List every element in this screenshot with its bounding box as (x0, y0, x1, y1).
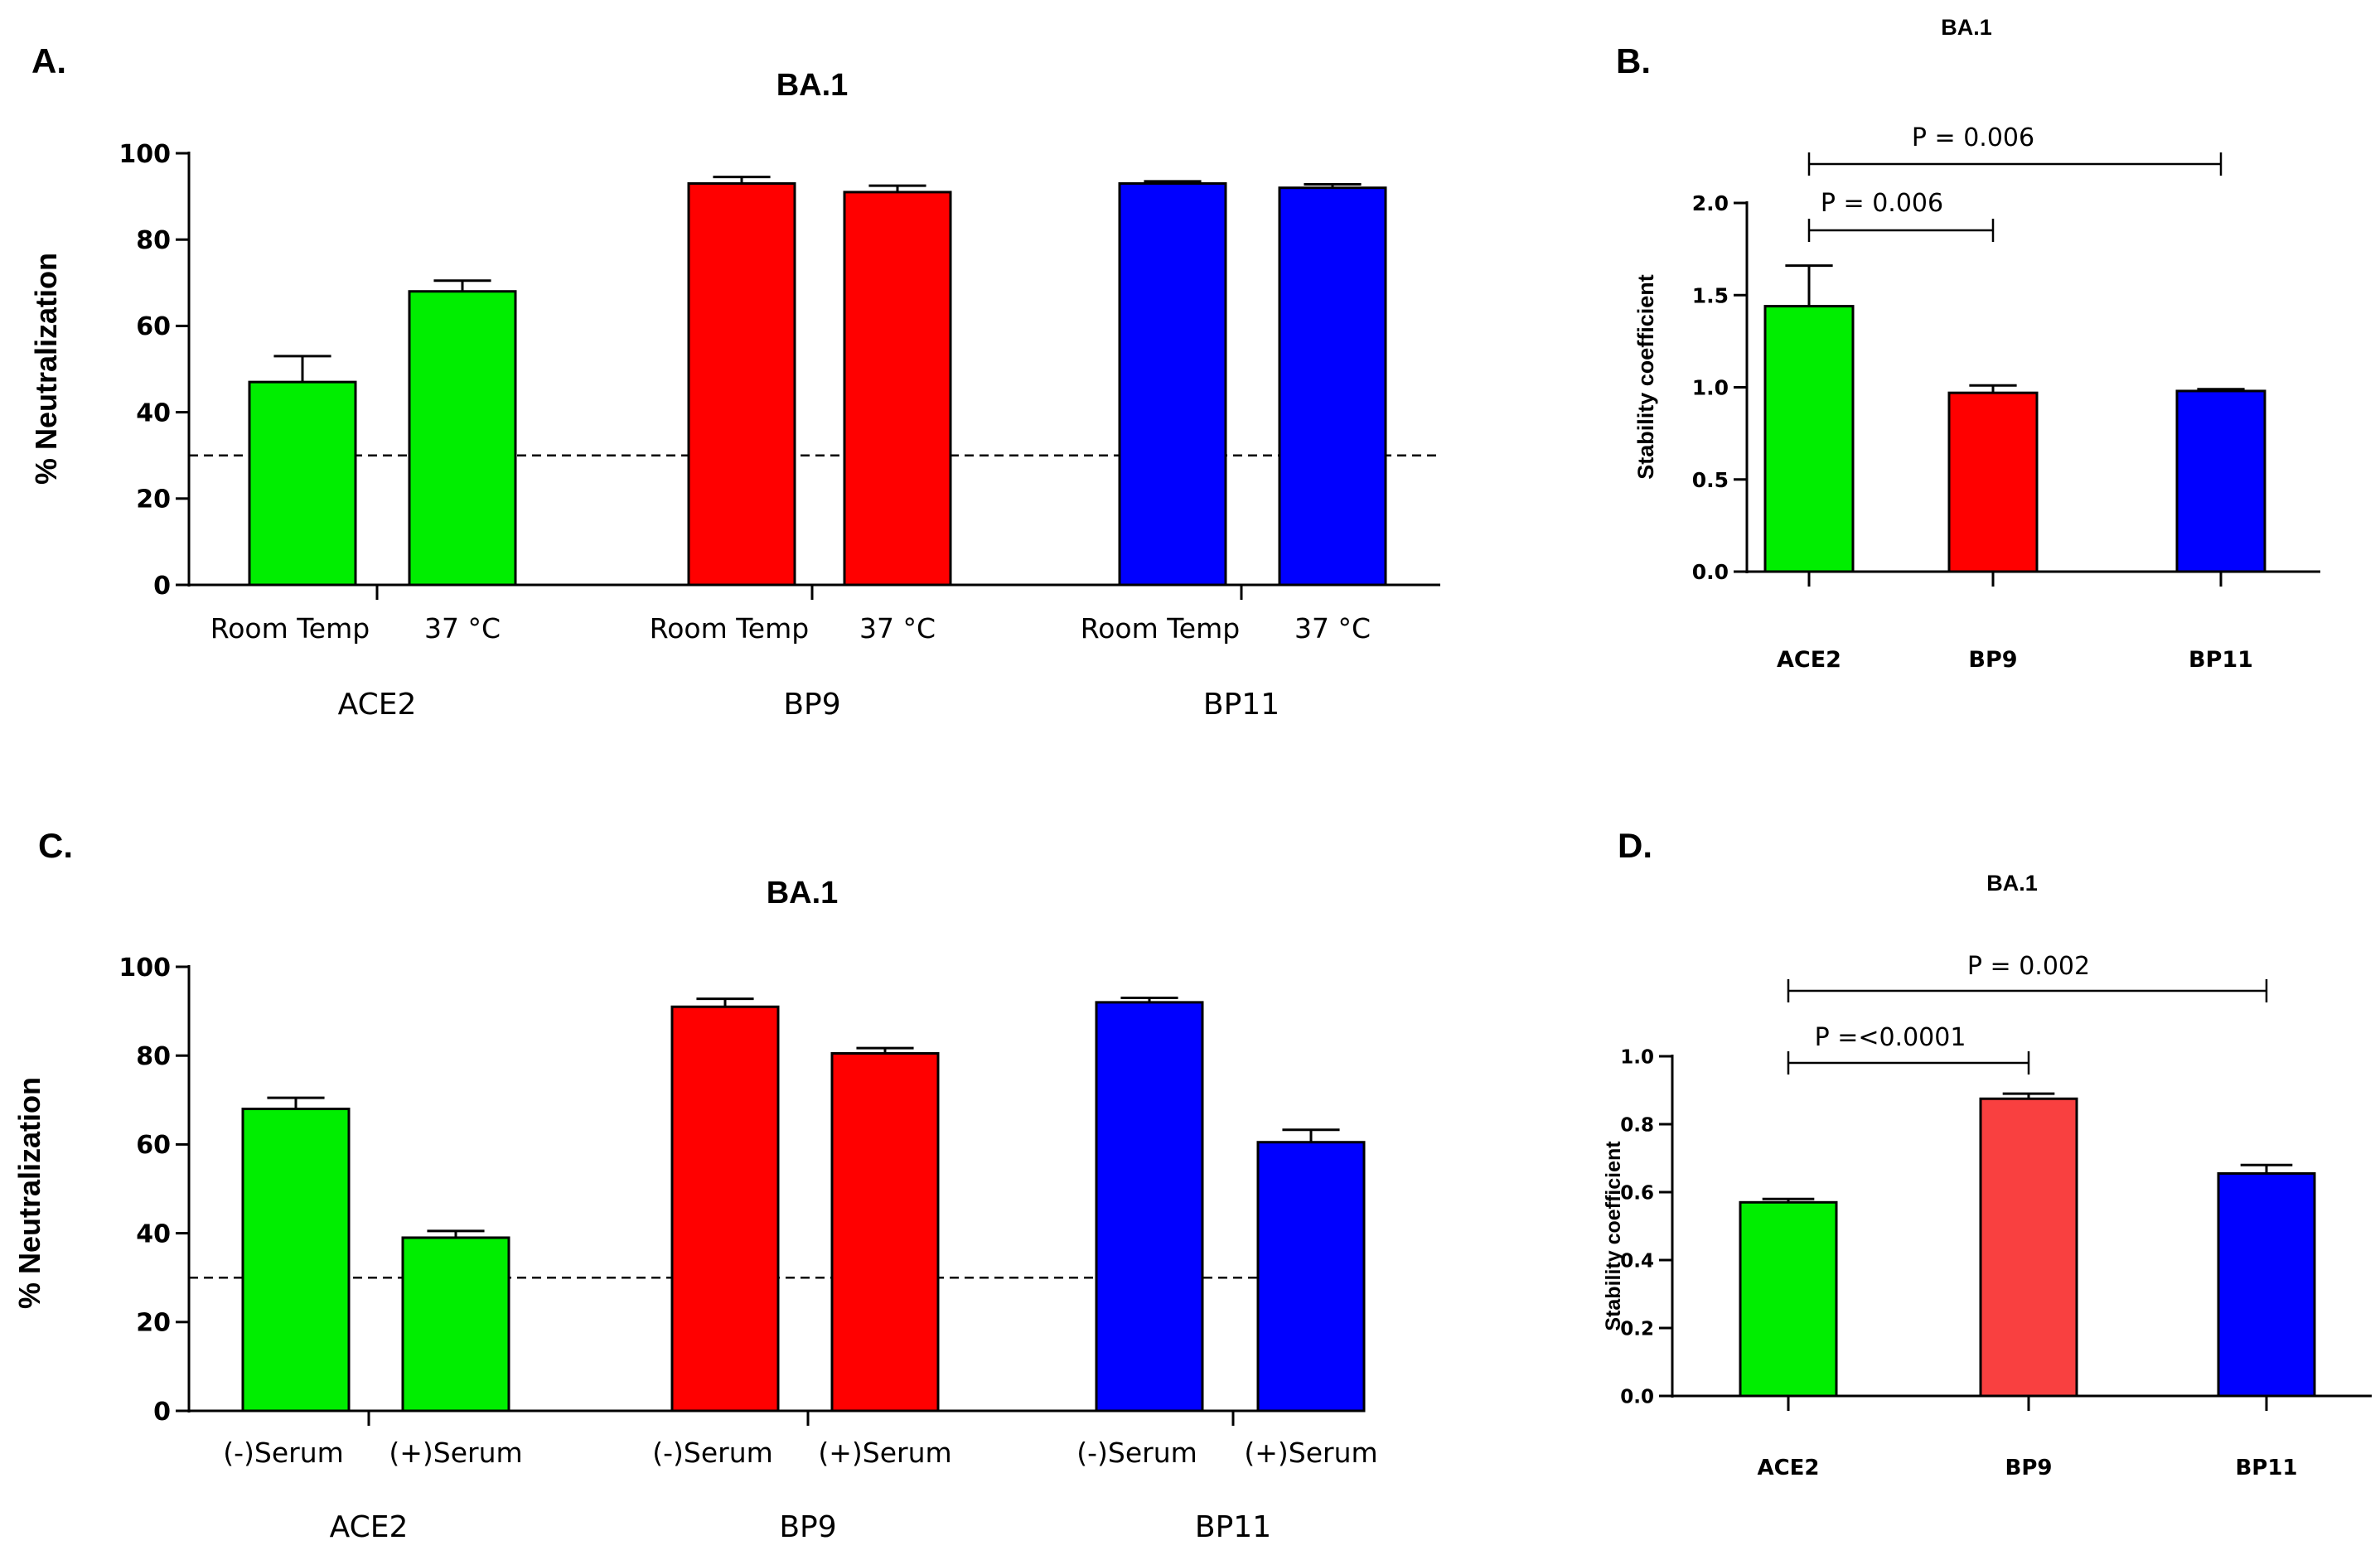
y-tick-label: 40 (136, 1219, 171, 1248)
x-category-label: 37 °C (1294, 612, 1371, 645)
y-tick-label: 0.6 (1620, 1182, 1654, 1204)
bar (1979, 1097, 2078, 1398)
y-tick-label: 20 (136, 485, 171, 514)
p-value-label: P = 0.006 (1912, 123, 2034, 152)
chart-title: BA.1 (776, 68, 849, 103)
y-tick-label: 80 (136, 226, 171, 255)
bar (1095, 1001, 1204, 1413)
x-category-label: (-)Serum (652, 1437, 773, 1469)
p-value-label: P =<0.0001 (1815, 1023, 1966, 1052)
y-tick-label: 100 (119, 140, 171, 169)
y-tick-label: 60 (136, 1131, 171, 1160)
bar (1118, 181, 1227, 587)
y-tick-label: 60 (136, 312, 171, 341)
x-category-label: (+)Serum (389, 1437, 522, 1469)
y-tick-label: 2.0 (1692, 191, 1729, 215)
p-value-label: P = 0.006 (1821, 189, 1943, 218)
x-category-label: BP11 (2189, 647, 2253, 673)
y-tick-label: 80 (136, 1042, 171, 1071)
x-category-label: Room Temp (210, 612, 370, 645)
bar (248, 380, 357, 587)
panel-label-d: D. (1618, 826, 1652, 865)
panel-label-c: C. (38, 826, 73, 865)
bar (1278, 186, 1387, 587)
bar (1256, 1141, 1366, 1413)
x-group-label: ACE2 (330, 1510, 409, 1544)
y-tick-label: 0.8 (1620, 1114, 1654, 1136)
y-axis-label: % Neutralization (29, 253, 63, 485)
bar (2175, 389, 2266, 573)
bar (1763, 305, 1855, 573)
chart-title: BA.1 (1986, 871, 2038, 896)
x-category-label: BP9 (2005, 1456, 2053, 1480)
bar (401, 1236, 510, 1413)
x-group-label: BP9 (783, 688, 840, 722)
chart-c: C. BA.1 % Neutralization 0 20 40 60 80 100 (-)Ser… (12, 826, 1378, 1544)
bar (830, 1052, 940, 1413)
bar (843, 191, 952, 587)
bar (2217, 1171, 2316, 1398)
y-tick-label: 0.5 (1692, 468, 1729, 492)
panel-label-a: A. (31, 41, 66, 80)
y-axis-label: Stability coefficient (1633, 274, 1658, 480)
x-category-label: (+)Serum (818, 1437, 951, 1469)
y-axis-label: Stability coefficient (1602, 1141, 1625, 1331)
chart-b: B. BA.1 Stability coefficient 0.0 0.5 1.0 1.5 2… (1616, 15, 2320, 673)
y-tick-label: 1.0 (1620, 1046, 1654, 1068)
chart-a: A. BA.1 % Neutralization 0 20 40 60 80 100 Room T… (29, 41, 1440, 722)
x-category-label: ACE2 (1757, 1456, 1819, 1480)
bar (408, 290, 517, 587)
x-category-label: (-)Serum (1076, 1437, 1197, 1469)
chart-title: BA.1 (767, 876, 839, 910)
y-tick-label: 100 (119, 954, 171, 983)
x-group-label: BP11 (1195, 1510, 1271, 1544)
x-category-label: (-)Serum (223, 1437, 344, 1469)
panel-label-b: B. (1616, 41, 1651, 80)
x-category-label: 37 °C (424, 612, 501, 645)
y-tick-label: 1.0 (1692, 376, 1729, 400)
chart-title: BA.1 (1941, 15, 1992, 40)
y-tick-label: 0 (153, 572, 171, 601)
chart-d: D. BA.1 Stability coefficient 0.0 0.2 0.4 0.6 0… (1602, 826, 2372, 1480)
x-category-label: BP11 (2235, 1456, 2297, 1480)
bar (687, 181, 796, 587)
y-tick-label: 20 (136, 1309, 171, 1338)
x-category-label: (+)Serum (1244, 1437, 1377, 1469)
x-group-label: ACE2 (338, 688, 417, 722)
y-tick-label: 0.4 (1620, 1250, 1654, 1272)
y-tick-label: 0 (153, 1398, 171, 1427)
x-category-label: BP9 (1968, 647, 2017, 673)
bar (1947, 391, 2039, 573)
y-tick-label: 0.0 (1620, 1386, 1654, 1408)
x-group-label: BP11 (1203, 688, 1279, 722)
x-group-label: BP9 (779, 1510, 836, 1544)
x-category-label: Room Temp (650, 612, 809, 645)
x-category-label: 37 °C (859, 612, 936, 645)
bar (1739, 1200, 1838, 1398)
y-tick-label: 0.0 (1692, 560, 1729, 584)
y-axis-label: % Neutralization (12, 1077, 46, 1309)
x-category-label: ACE2 (1777, 647, 1841, 673)
p-value-label: P = 0.002 (1967, 952, 2090, 981)
bar (670, 1005, 780, 1413)
y-tick-label: 40 (136, 398, 171, 427)
bar (241, 1108, 351, 1413)
y-tick-label: 1.5 (1692, 283, 1729, 307)
y-tick-label: 0.2 (1620, 1318, 1654, 1340)
x-category-label: Room Temp (1081, 612, 1240, 645)
